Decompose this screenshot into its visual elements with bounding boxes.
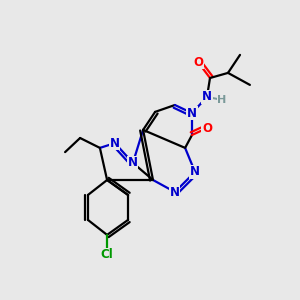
Text: N: N: [187, 106, 197, 120]
Text: Cl: Cl: [101, 248, 113, 262]
Text: N: N: [202, 90, 212, 104]
Text: N: N: [170, 185, 180, 199]
Text: N: N: [128, 156, 138, 170]
Text: O: O: [202, 122, 212, 135]
Text: N: N: [190, 165, 200, 178]
Text: H: H: [217, 95, 227, 105]
Text: N: N: [110, 136, 120, 150]
Text: O: O: [193, 56, 203, 69]
